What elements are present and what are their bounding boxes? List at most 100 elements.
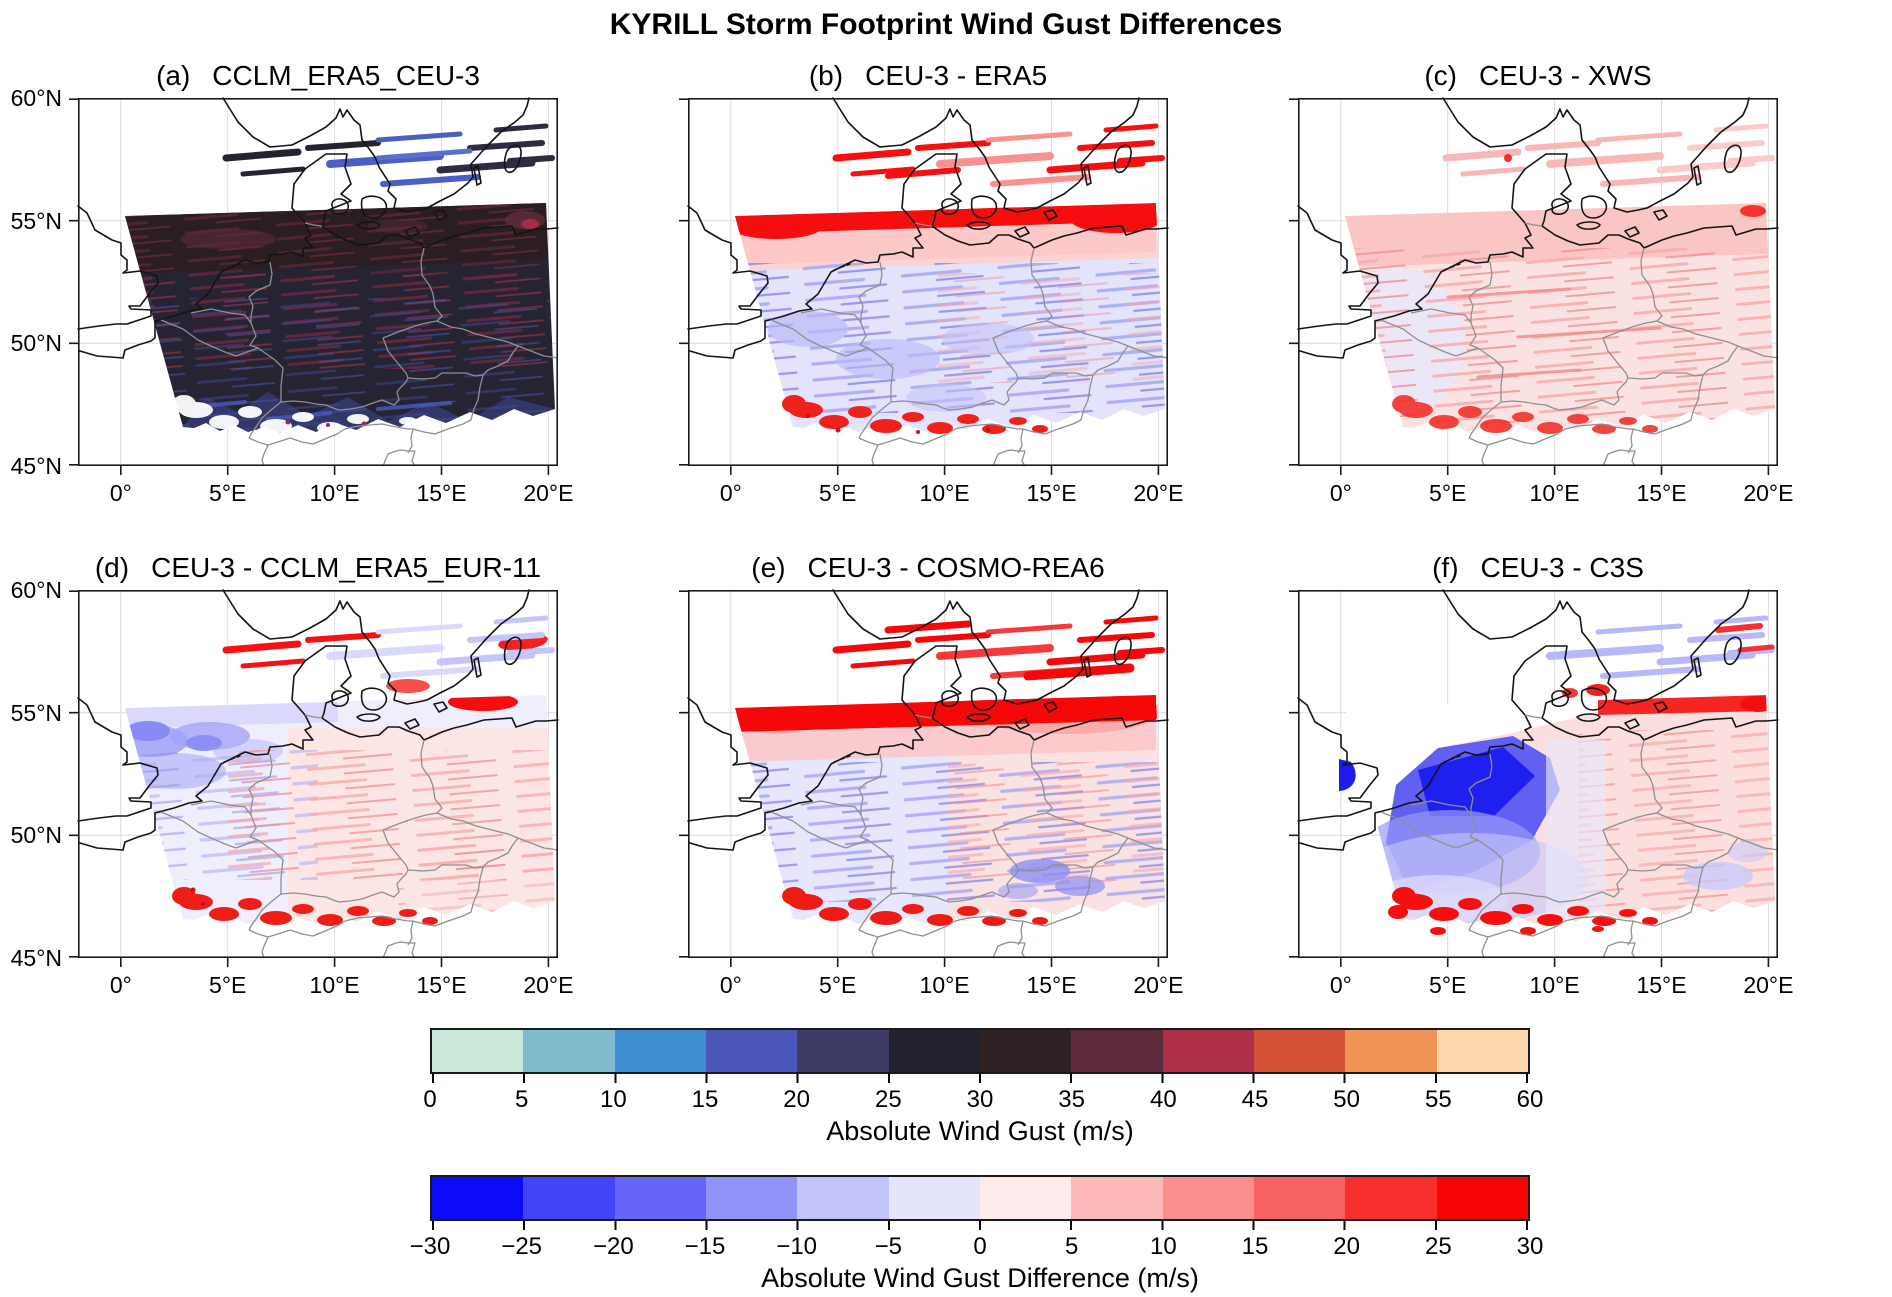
colorbar-difference-label: Absolute Wind Gust Difference (m/s) (761, 1263, 1199, 1293)
cb-tick: −30 (409, 1233, 451, 1260)
map-panel-e-svg (678, 589, 1169, 968)
cb-tick: 10 (599, 1086, 627, 1113)
lon-tick: 0° (109, 480, 132, 506)
panel-e-name: CEU-3 - COSMO-REA6 (807, 552, 1105, 583)
colorbar-segment (705, 1030, 798, 1072)
lon-tick: 0° (109, 972, 132, 998)
alps-specks (806, 414, 991, 434)
panel-a-map: 60°N 55°N 50°N 45°N (11, 85, 559, 479)
lon-tick: 5°E (209, 972, 247, 998)
colorbar-absolute: 0 5 10 15 20 25 30 35 40 45 50 55 60 Abs… (423, 1028, 1543, 1147)
cb-tick: 15 (691, 1086, 719, 1113)
panel-d-name: CEU-3 - CCLM_ERA5_EUR-11 (151, 552, 542, 583)
colorbar-difference: −30 −25 −20 −15 −10 −5 0 5 10 15 20 25 3… (410, 1175, 1543, 1294)
colorbar-ticks (432, 1221, 1528, 1230)
cb-tick: 45 (1241, 1086, 1269, 1113)
map-panel-b-svg (678, 97, 1169, 476)
panel-d-map: 60°N 55°N 50°N 45°N (11, 577, 559, 971)
cb-tick: 55 (1424, 1086, 1452, 1113)
cb-tick: 40 (1149, 1086, 1177, 1113)
baltic-streaks (1550, 626, 1698, 676)
lon-tick: 0° (719, 972, 742, 998)
colorbar-difference-bar (430, 1175, 1530, 1221)
colorbar-segment (432, 1177, 524, 1219)
lon-tick: 5°E (1429, 972, 1467, 998)
map-panel-f-svg (1288, 589, 1779, 968)
colorbar-segment (1436, 1177, 1528, 1219)
cb-tick: −25 (501, 1233, 543, 1260)
cb-tick: 60 (1516, 1086, 1544, 1113)
map-panel-d-svg (68, 589, 559, 968)
panel-row-2: (d) CEU-3 - CCLM_ERA5_EUR-11 60°N 55°N 5… (11, 540, 1794, 1000)
cb-tick: 25 (1424, 1233, 1452, 1260)
cb-tick: −20 (592, 1233, 634, 1260)
colorbar-segment (979, 1030, 1072, 1072)
cb-tick: 20 (1333, 1233, 1361, 1260)
lon-tick: 20°E (523, 972, 574, 998)
colorbar-segment (1162, 1030, 1254, 1072)
panel-e-map (678, 589, 1169, 968)
wind-gust-data (1345, 695, 1775, 925)
colorbar-segment (523, 1030, 615, 1072)
lon-tick: 0° (719, 480, 742, 506)
colorbar-segment (797, 1177, 889, 1219)
colorbar-tick-labels: 0 5 10 15 20 25 30 35 40 45 50 55 60 (423, 1086, 1543, 1113)
lat-tick: 60°N (10, 577, 62, 603)
colorbar-segment (1071, 1030, 1163, 1072)
colorbar-ticks (432, 1074, 1528, 1083)
lon-tick: 15°E (416, 480, 467, 506)
panel-a-xticks: 0° 5°E 10°E 15°E 20°E (78, 480, 574, 508)
lat-tick: 55°N (10, 700, 62, 726)
lat-tick: 45°N (10, 453, 62, 479)
cb-tick: 35 (1058, 1086, 1086, 1113)
colorbar-segment (797, 1030, 889, 1072)
panel-a-name: CCLM_ERA5_CEU-3 (212, 60, 480, 91)
cb-tick: 30 (1516, 1233, 1544, 1260)
cb-tick: 15 (1241, 1233, 1269, 1260)
colorbar-segment (888, 1030, 980, 1072)
colorbar-segment (1253, 1177, 1346, 1219)
lon-tick: 20°E (523, 480, 574, 506)
cb-tick: 10 (1149, 1233, 1177, 1260)
lon-tick: 20°E (1133, 972, 1184, 998)
lon-tick: 10°E (1529, 972, 1580, 998)
lat-tick: 50°N (10, 822, 62, 848)
lon-tick: 15°E (416, 972, 467, 998)
colorbar-segment (614, 1177, 706, 1219)
lon-tick: 15°E (1636, 972, 1687, 998)
panel-f-xticks: 0° 5°E 10°E 15°E 20°E (1298, 972, 1794, 1000)
lon-tick: 15°E (1026, 480, 1077, 506)
colorbar-segment (1345, 1030, 1437, 1072)
colorbar-segment (1253, 1030, 1346, 1072)
colorbar-segment (1436, 1030, 1528, 1072)
panel-b-map (678, 97, 1169, 476)
panel-d-title: (d) CEU-3 - CCLM_ERA5_EUR-11 (78, 540, 558, 590)
lon-tick: 10°E (309, 480, 360, 506)
lon-tick: 0° (1329, 480, 1352, 506)
colorbar-segment (432, 1030, 524, 1072)
panel-e-label: (e) (751, 552, 786, 583)
panel-c-label: (c) (1424, 60, 1457, 91)
panel-b: (b) CEU-3 - ERA5 (678, 48, 1183, 508)
colorbar-segment (979, 1177, 1072, 1219)
panel-f: (f) CEU-3 - C3S (1288, 540, 1794, 1000)
cb-tick: −10 (776, 1233, 818, 1260)
lon-tick: 20°E (1743, 480, 1794, 506)
lon-tick: 15°E (1636, 480, 1687, 506)
colorbar-segment (705, 1177, 798, 1219)
lon-tick: 10°E (1529, 480, 1580, 506)
panel-f-map (1288, 589, 1779, 968)
colorbar-absolute-bar (430, 1028, 1530, 1074)
cb-tick: 25 (874, 1086, 902, 1113)
panel-f-name: CEU-3 - C3S (1480, 552, 1644, 583)
colorbar-absolute-label: Absolute Wind Gust (m/s) (826, 1116, 1134, 1146)
colorbar-segment (1071, 1177, 1163, 1219)
panel-b-name: CEU-3 - ERA5 (865, 60, 1048, 91)
colorbar-segment (888, 1177, 980, 1219)
lon-tick: 0° (1329, 972, 1352, 998)
lat-tick: 45°N (10, 945, 62, 971)
figure-title: KYRILL Storm Footprint Wind Gust Differe… (609, 8, 1283, 41)
map-panel-c-svg (1288, 97, 1779, 476)
lat-tick: 60°N (10, 85, 62, 111)
panel-f-title: (f) CEU-3 - C3S (1298, 540, 1778, 590)
